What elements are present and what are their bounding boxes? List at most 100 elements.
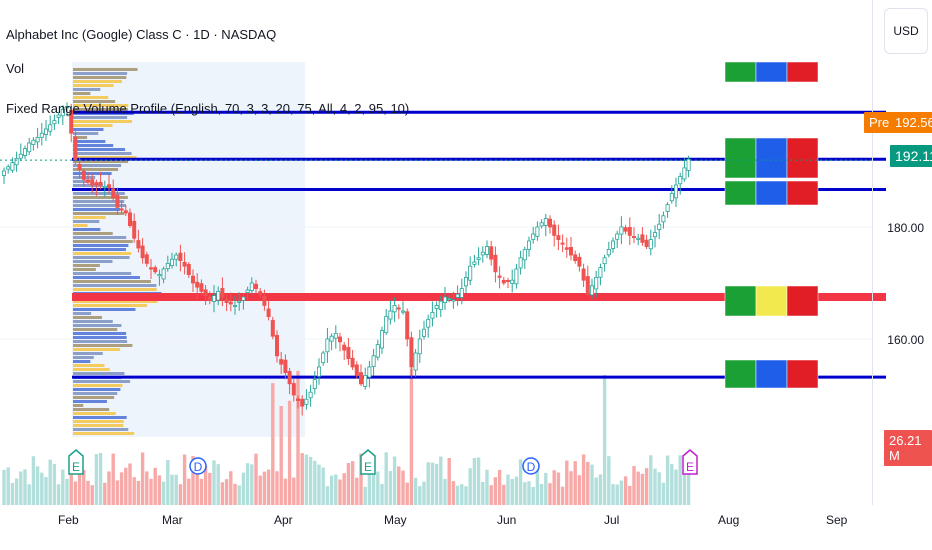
candle-body [283, 359, 288, 374]
volume-bar [355, 477, 359, 505]
candle-body [396, 307, 401, 310]
event-marker-letter: D [194, 460, 203, 474]
volume-bar [607, 456, 611, 505]
candle-body [405, 311, 410, 340]
volume-bar [304, 454, 309, 505]
candle-body [581, 268, 586, 281]
candle-body [354, 364, 359, 376]
volume-bar [523, 482, 527, 505]
level-box-cell [786, 61, 819, 83]
volume-bar [392, 456, 397, 505]
volume-bar [27, 484, 31, 505]
volume-profile-bar [73, 408, 110, 411]
volume-bar [434, 463, 439, 505]
currency-button[interactable]: USD [884, 8, 928, 54]
volume-bar [103, 482, 107, 505]
candle-body [674, 184, 679, 199]
volume-bar [216, 464, 220, 505]
candle-body [510, 279, 515, 284]
volume-profile-bar [73, 200, 125, 203]
candle-body [316, 366, 321, 377]
candle-body [640, 234, 645, 243]
candle-body [346, 347, 351, 359]
volume-bar [590, 464, 594, 505]
volume-bar [308, 456, 313, 505]
dividend-marker-icon [522, 457, 540, 475]
volume-profile-bar [73, 96, 109, 99]
volume-bar [170, 474, 174, 505]
candle-body [501, 279, 506, 284]
volume-bar [581, 454, 586, 505]
volume-bar [61, 469, 65, 505]
dividend-marker-icon [189, 457, 207, 475]
volume-bar [233, 483, 237, 505]
candle-body [18, 153, 23, 159]
volume-bar [250, 464, 254, 505]
candle-body [220, 288, 225, 298]
volume-bar [628, 485, 632, 505]
candle-body [552, 224, 557, 236]
volume-profile-indicator-label[interactable]: Fixed Range Volume Profile (English, 70,… [6, 101, 410, 116]
volume-bar [174, 474, 178, 505]
volume-bar [124, 467, 128, 505]
candle-body [262, 295, 267, 306]
volume-bar [636, 471, 640, 505]
volume-profile-bar [73, 88, 101, 91]
candle-body [661, 215, 666, 223]
volume-profile-bar [73, 316, 102, 319]
candle-body [207, 296, 212, 301]
candle-body [136, 240, 141, 249]
volume-bar [481, 481, 485, 505]
candle-body [186, 263, 191, 275]
volume-bar [313, 460, 317, 505]
candle-body [253, 283, 258, 290]
candle-body [480, 251, 485, 256]
volume-profile-bar [73, 360, 91, 363]
volume-profile-bar [73, 204, 126, 207]
candle-body [598, 267, 603, 278]
volume-profile-bar [73, 196, 128, 199]
volume-profile-bar [73, 312, 92, 315]
level-box-cell [724, 285, 757, 317]
volume-profile-bar [73, 356, 94, 359]
volume-profile-bar [73, 372, 125, 375]
candle-body [426, 318, 431, 328]
volume-profile-bar [73, 76, 127, 79]
volume-bar [266, 469, 271, 505]
candle-body [556, 235, 561, 241]
candle-body [493, 254, 498, 273]
volume-bar [262, 471, 267, 505]
volume-bar [82, 469, 86, 505]
volume-profile-bar [73, 244, 129, 247]
volume-profile-bar [73, 260, 113, 263]
candle-body [388, 310, 393, 320]
volume-profile-bar [73, 348, 121, 351]
volume-bar [136, 481, 141, 505]
volume-bar [334, 474, 338, 505]
candle-body [190, 275, 195, 284]
volume-profile-bar [73, 152, 132, 155]
volume-bar [594, 477, 598, 505]
volume-bar [615, 484, 619, 505]
candle-body [535, 226, 540, 237]
volume-indicator-label[interactable]: Vol [6, 61, 25, 76]
volume-bar [657, 472, 661, 505]
volume-bar [686, 470, 691, 505]
candle-body [442, 296, 447, 304]
volume-bar [329, 475, 334, 505]
volume-profile-bar [73, 116, 128, 119]
volume-bar [212, 460, 216, 505]
volume-profile-bar [73, 256, 130, 259]
volume-profile-bar [73, 84, 114, 87]
volume-bar [455, 485, 460, 505]
candle-body [627, 227, 632, 236]
candle-body [653, 232, 658, 238]
volume-profile-bar [73, 136, 88, 139]
candle-body [669, 192, 674, 202]
volume-profile-bar [73, 328, 118, 331]
candle-body [329, 335, 334, 342]
volume-bar [107, 471, 111, 505]
candle-body [232, 304, 237, 307]
volume-bar [128, 463, 132, 505]
